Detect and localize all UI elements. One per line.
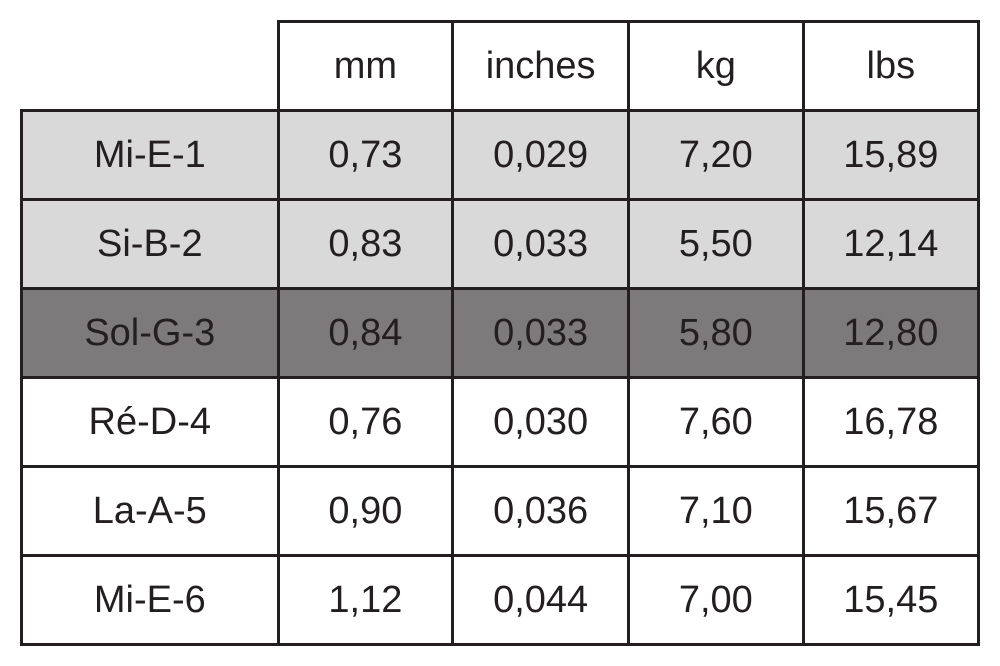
cell-inches: 0,044 [453, 556, 629, 645]
table-row: Si-B-2 0,83 0,033 5,50 12,14 [22, 200, 979, 289]
col-header-mm: mm [278, 22, 453, 111]
cell-mm: 0,90 [278, 467, 453, 556]
col-header-lbs: lbs [803, 22, 978, 111]
cell-mm: 0,76 [278, 378, 453, 467]
corner-cell [22, 22, 279, 111]
cell-lbs: 15,45 [803, 556, 978, 645]
cell-inches: 0,030 [453, 378, 629, 467]
cell-mm: 0,84 [278, 289, 453, 378]
cell-lbs: 16,78 [803, 378, 978, 467]
row-label: Mi-E-1 [22, 111, 279, 200]
cell-kg: 7,20 [629, 111, 804, 200]
string-spec-table: mm inches kg lbs Mi-E-1 0,73 0,029 7,20 … [20, 20, 980, 646]
row-label: La-A-5 [22, 467, 279, 556]
table-row: La-A-5 0,90 0,036 7,10 15,67 [22, 467, 979, 556]
cell-inches: 0,036 [453, 467, 629, 556]
cell-mm: 0,73 [278, 111, 453, 200]
table-row: Sol-G-3 0,84 0,033 5,80 12,80 [22, 289, 979, 378]
cell-kg: 7,60 [629, 378, 804, 467]
row-label: Ré-D-4 [22, 378, 279, 467]
table-row: Mi-E-1 0,73 0,029 7,20 15,89 [22, 111, 979, 200]
cell-kg: 7,10 [629, 467, 804, 556]
table-row: Ré-D-4 0,76 0,030 7,60 16,78 [22, 378, 979, 467]
cell-inches: 0,033 [453, 289, 629, 378]
table-row: Mi-E-6 1,12 0,044 7,00 15,45 [22, 556, 979, 645]
cell-lbs: 12,14 [803, 200, 978, 289]
cell-kg: 5,50 [629, 200, 804, 289]
row-label: Sol-G-3 [22, 289, 279, 378]
cell-kg: 5,80 [629, 289, 804, 378]
cell-lbs: 15,67 [803, 467, 978, 556]
cell-inches: 0,033 [453, 200, 629, 289]
cell-kg: 7,00 [629, 556, 804, 645]
cell-mm: 1,12 [278, 556, 453, 645]
row-label: Mi-E-6 [22, 556, 279, 645]
table-header-row: mm inches kg lbs [22, 22, 979, 111]
row-label: Si-B-2 [22, 200, 279, 289]
cell-lbs: 15,89 [803, 111, 978, 200]
col-header-inches: inches [453, 22, 629, 111]
cell-inches: 0,029 [453, 111, 629, 200]
cell-mm: 0,83 [278, 200, 453, 289]
cell-lbs: 12,80 [803, 289, 978, 378]
col-header-kg: kg [629, 22, 804, 111]
